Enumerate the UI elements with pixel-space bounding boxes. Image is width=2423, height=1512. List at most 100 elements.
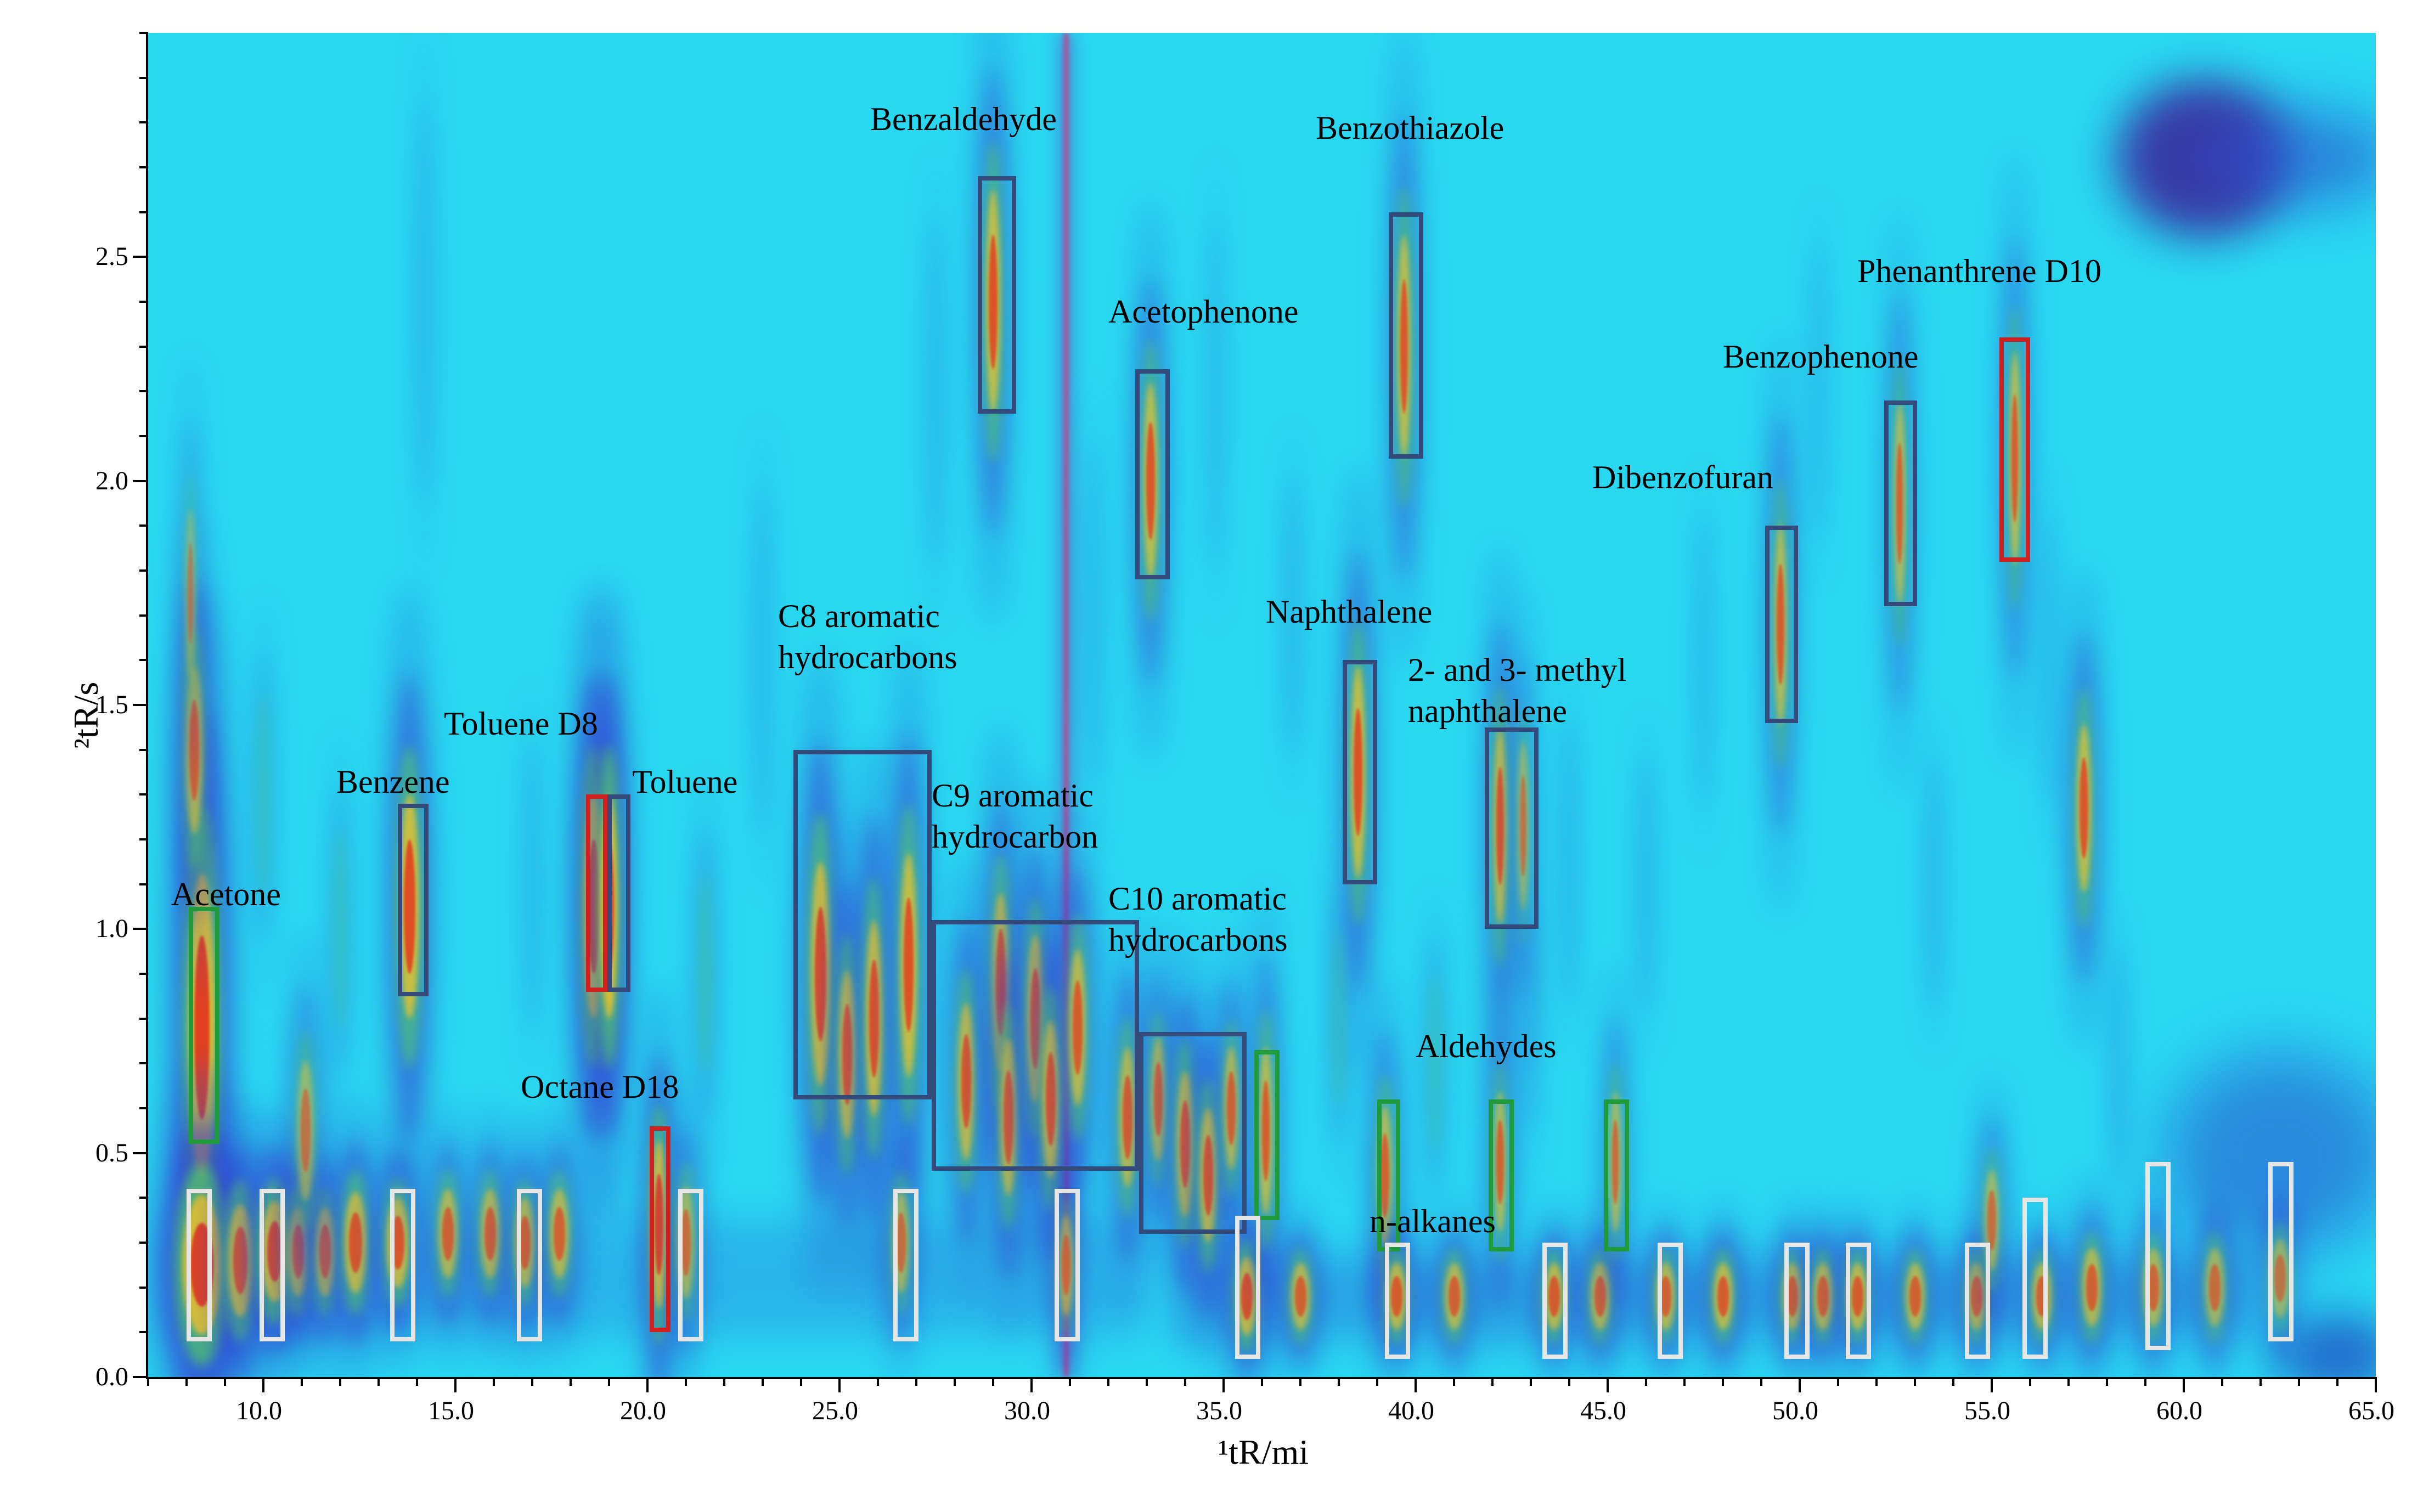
y-tick-minor	[139, 569, 148, 572]
chromatogram-peak	[927, 217, 945, 566]
annotation-label-phenanthrene-d10: Phenanthrene D10	[1857, 251, 2101, 292]
x-tick-label: 30.0	[1004, 1396, 1050, 1426]
annotation-label-dibenzofuran: Dibenzofuran	[1592, 457, 1773, 498]
annotation-label-benzaldehyde: Benzaldehyde	[870, 99, 1057, 140]
y-tick-minor	[139, 121, 148, 123]
chromatogram-peak	[1925, 756, 1943, 1012]
annotation-label-toluene: Toluene	[632, 761, 737, 803]
x-tick-minor	[2336, 1377, 2339, 1386]
chromatogram-peak	[697, 873, 713, 1075]
annotation-label-acetophenone: Acetophenone	[1108, 291, 1299, 332]
x-tick-label: 25.0	[812, 1396, 858, 1426]
annotation-box-benzothiazole	[1389, 212, 1423, 459]
x-tick-major	[838, 1377, 841, 1392]
x-tick-major	[262, 1377, 264, 1392]
chromatogram-peak	[1560, 716, 1579, 1007]
y-tick-minor	[139, 1331, 148, 1333]
x-tick-minor	[2298, 1377, 2300, 1386]
annotation-box-alk-2	[260, 1189, 285, 1341]
annotation-label-acetone: Acetone	[171, 874, 281, 915]
y-tick-minor	[139, 1018, 148, 1020]
x-tick-major	[2375, 1377, 2377, 1392]
x-tick-label: 50.0	[1772, 1396, 1818, 1426]
annotation-label-naphthalene: Naphthalene	[1266, 591, 1432, 633]
chromatogram-peak	[523, 738, 542, 1030]
y-tick-minor	[139, 166, 148, 168]
annotation-box-alk-9	[1385, 1243, 1410, 1359]
annotation-label-benzothiazole: Benzothiazole	[1316, 108, 1504, 149]
annotation-label-benzophenone: Benzophenone	[1723, 336, 1919, 377]
annotation-label-c8-aromatic: C8 aromatichydrocarbons	[778, 596, 957, 678]
x-tick-minor	[1530, 1377, 1532, 1386]
chromatogram-peak	[416, 98, 434, 505]
x-tick-minor	[1722, 1377, 1724, 1386]
x-tick-label: 35.0	[1196, 1396, 1242, 1426]
x-tick-minor	[877, 1377, 879, 1386]
y-tick-label: 0.5	[95, 1138, 128, 1168]
annotation-label-c9-aromatic: C9 aromatichydrocarbon	[932, 775, 1098, 857]
annotation-box-benzene	[398, 804, 429, 996]
y-tick-minor	[139, 524, 148, 527]
annotation-box-alk-14	[1965, 1243, 1990, 1359]
y-tick-minor	[139, 883, 148, 885]
x-tick-label: 15.0	[428, 1396, 474, 1426]
x-tick-minor	[2221, 1377, 2223, 1386]
chromatogram-peak	[301, 1088, 311, 1172]
chromatogram-peak	[1817, 1276, 1829, 1317]
x-tick-minor	[1184, 1377, 1186, 1386]
annotation-box-alk-15	[2022, 1198, 2048, 1359]
y-tick-minor	[139, 301, 148, 303]
y-tick-minor	[139, 77, 148, 79]
y-tick-minor	[139, 749, 148, 751]
annotation-box-alk-16	[2145, 1162, 2171, 1350]
x-tick-minor	[1837, 1377, 1839, 1386]
x-tick-minor	[685, 1377, 687, 1386]
chromatogram-peak	[1295, 1276, 1306, 1317]
chromatogram-peak	[2209, 1264, 2221, 1311]
x-tick-minor	[1261, 1377, 1263, 1386]
x-tick-minor	[2106, 1377, 2108, 1386]
x-tick-minor	[954, 1377, 956, 1386]
x-tick-minor	[416, 1377, 418, 1386]
x-tick-major	[1991, 1377, 1993, 1392]
y-tick-major	[133, 256, 148, 258]
x-tick-minor	[1875, 1377, 1878, 1386]
chromatogram-peak	[1637, 756, 1655, 1012]
annotation-box-alk-12	[1784, 1243, 1810, 1359]
x-tick-minor	[185, 1377, 188, 1386]
chromatogram-peak	[1811, 246, 1827, 537]
chromatogram-peak	[2041, 515, 2057, 806]
y-tick-minor	[139, 390, 148, 392]
x-tick-minor	[531, 1377, 533, 1386]
x-tick-minor	[2144, 1377, 2146, 1386]
y-tick-minor	[139, 1062, 148, 1064]
x-tick-minor	[800, 1377, 802, 1386]
x-tick-major	[2183, 1377, 2185, 1392]
x-tick-minor	[1376, 1377, 1378, 1386]
y-tick-major	[133, 480, 148, 482]
chromatogram-peak	[554, 1207, 565, 1261]
annotation-box-alk-1	[187, 1189, 212, 1341]
annotation-box-alk-11	[1658, 1243, 1683, 1359]
annotation-label-benzene: Benzene	[336, 761, 450, 803]
x-tick-major	[1222, 1377, 1225, 1392]
y-tick-minor	[139, 1287, 148, 1289]
chromatogram-peak	[1208, 217, 1224, 566]
x-tick-minor	[1338, 1377, 1340, 1386]
annotation-box-benzophenone	[1884, 400, 1917, 607]
x-tick-minor	[1645, 1377, 1647, 1386]
y-tick-major	[133, 1376, 148, 1378]
annotation-box-alk-4	[517, 1189, 542, 1341]
y-tick-minor	[139, 435, 148, 437]
y-tick-minor	[139, 659, 148, 661]
y-tick-major	[133, 704, 148, 706]
annotation-box-alk-7	[1055, 1189, 1080, 1341]
chromatogram-peak	[333, 828, 347, 1030]
x-tick-label: 40.0	[1388, 1396, 1434, 1426]
y-tick-minor	[139, 1107, 148, 1109]
x-tick-major	[1030, 1377, 1033, 1392]
y-tick-minor	[139, 1197, 148, 1199]
annotation-box-naphthalene	[1343, 660, 1377, 884]
x-axis-title: ¹tR/mi	[1218, 1432, 1309, 1472]
chromatogram-peak	[1717, 1276, 1729, 1317]
